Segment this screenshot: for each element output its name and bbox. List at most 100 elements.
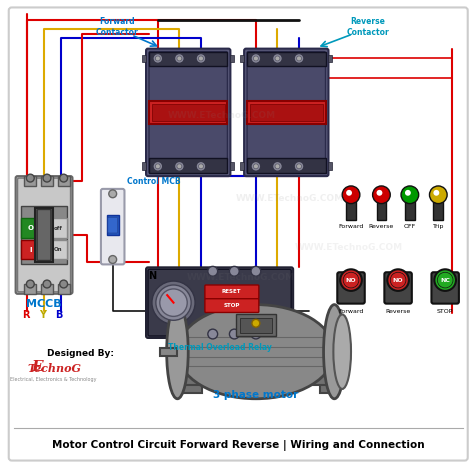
Circle shape <box>273 161 283 171</box>
Bar <box>236 314 275 336</box>
Circle shape <box>109 256 117 263</box>
Circle shape <box>153 53 163 63</box>
FancyBboxPatch shape <box>37 210 51 261</box>
Bar <box>250 103 323 121</box>
Circle shape <box>174 161 184 171</box>
Text: WWW.ETechnoG.COM: WWW.ETechnoG.COM <box>236 194 344 203</box>
Bar <box>21 218 39 238</box>
Circle shape <box>275 164 280 169</box>
Circle shape <box>109 190 117 197</box>
Circle shape <box>160 289 187 316</box>
FancyBboxPatch shape <box>9 7 468 461</box>
Text: Trip: Trip <box>433 224 444 229</box>
Circle shape <box>373 186 390 204</box>
Text: STOP: STOP <box>223 303 239 308</box>
Circle shape <box>346 190 352 196</box>
Text: B: B <box>55 310 63 321</box>
Circle shape <box>252 319 260 327</box>
Text: Reverse: Reverse <box>385 309 410 314</box>
Circle shape <box>208 266 218 276</box>
Bar <box>346 199 356 220</box>
Circle shape <box>156 285 191 320</box>
Circle shape <box>229 329 239 339</box>
Circle shape <box>340 269 362 291</box>
Bar <box>405 199 415 220</box>
FancyBboxPatch shape <box>108 217 118 233</box>
Bar <box>230 55 234 62</box>
Text: Forward: Forward <box>338 309 364 314</box>
Text: WWW.ETechnoG.COM: WWW.ETechnoG.COM <box>187 273 295 282</box>
Text: Reverse: Reverse <box>369 224 394 229</box>
Circle shape <box>208 329 218 339</box>
Circle shape <box>390 272 406 288</box>
Circle shape <box>433 190 439 196</box>
Text: WWW.ETechnoG.COM: WWW.ETechnoG.COM <box>167 111 275 120</box>
Ellipse shape <box>177 305 334 399</box>
FancyBboxPatch shape <box>205 285 259 299</box>
FancyBboxPatch shape <box>146 267 293 338</box>
Bar <box>160 348 177 356</box>
Bar <box>25 284 36 294</box>
Bar <box>149 51 228 66</box>
FancyBboxPatch shape <box>16 176 73 294</box>
Text: I: I <box>29 247 32 253</box>
Text: WWW.ETechnoG.COM: WWW.ETechnoG.COM <box>295 243 403 252</box>
Circle shape <box>155 56 160 61</box>
Circle shape <box>177 164 182 169</box>
Bar <box>107 215 118 235</box>
Circle shape <box>438 272 453 288</box>
Bar <box>240 318 272 333</box>
Circle shape <box>229 266 239 276</box>
Circle shape <box>155 164 160 169</box>
FancyBboxPatch shape <box>244 49 328 176</box>
Circle shape <box>199 56 203 61</box>
Circle shape <box>196 161 206 171</box>
Bar <box>58 176 70 186</box>
FancyBboxPatch shape <box>146 49 230 176</box>
Ellipse shape <box>324 305 345 399</box>
Text: MCCB: MCCB <box>26 299 62 308</box>
Bar <box>247 101 326 124</box>
Circle shape <box>273 53 283 63</box>
Circle shape <box>401 186 419 204</box>
FancyBboxPatch shape <box>148 269 291 336</box>
Bar <box>328 162 332 170</box>
Text: RESET: RESET <box>222 289 241 294</box>
Circle shape <box>251 266 261 276</box>
Text: NO: NO <box>393 278 403 283</box>
Circle shape <box>342 186 360 204</box>
Text: Reverse
Contactor: Reverse Contactor <box>346 17 389 37</box>
FancyBboxPatch shape <box>337 272 365 304</box>
Bar <box>142 55 146 62</box>
Circle shape <box>251 53 261 63</box>
FancyBboxPatch shape <box>205 299 259 313</box>
Bar <box>142 162 146 170</box>
Bar <box>328 55 332 62</box>
Circle shape <box>152 281 195 324</box>
Circle shape <box>297 56 301 61</box>
Bar <box>58 284 70 294</box>
Bar <box>21 240 39 259</box>
FancyBboxPatch shape <box>101 189 125 264</box>
Text: On: On <box>54 247 62 252</box>
FancyBboxPatch shape <box>384 272 412 304</box>
Circle shape <box>43 174 51 182</box>
Bar <box>230 162 234 170</box>
Circle shape <box>153 161 163 171</box>
Circle shape <box>196 53 206 63</box>
Text: Forward
Contactor: Forward Contactor <box>95 17 138 37</box>
Circle shape <box>297 164 301 169</box>
Circle shape <box>387 269 409 291</box>
Circle shape <box>275 56 280 61</box>
Text: NO: NO <box>346 278 356 283</box>
Circle shape <box>199 164 203 169</box>
Circle shape <box>343 272 359 288</box>
Bar <box>433 199 443 220</box>
Bar <box>41 284 53 294</box>
Text: NC: NC <box>440 278 450 283</box>
Bar <box>35 207 53 263</box>
Circle shape <box>27 280 34 288</box>
Ellipse shape <box>333 314 351 389</box>
Bar <box>41 176 53 186</box>
Bar <box>177 371 334 385</box>
